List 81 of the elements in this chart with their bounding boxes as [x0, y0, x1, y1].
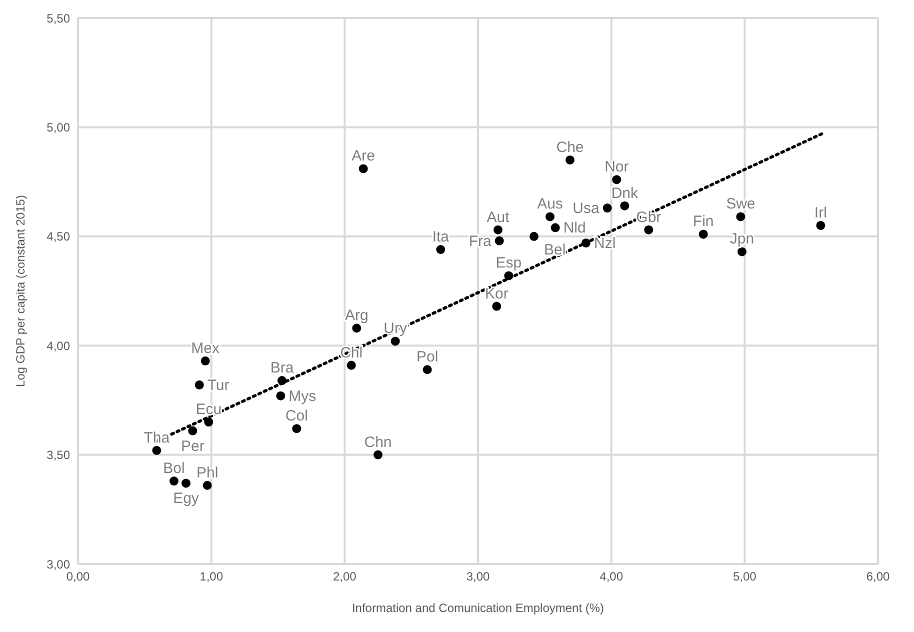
- point: [170, 476, 178, 486]
- y-tick-label: 3,50: [46, 448, 70, 462]
- data-label: Col: [285, 408, 308, 425]
- point: [278, 376, 286, 386]
- x-axis-title: Information and Comunication Employment (%): [352, 601, 604, 615]
- point: [276, 391, 286, 400]
- data-label: Jpn: [730, 230, 754, 248]
- data-label: Phl: [196, 464, 218, 482]
- point: [602, 204, 612, 213]
- point: [188, 426, 198, 436]
- data-label: Dnk: [611, 184, 638, 202]
- point: [504, 271, 514, 280]
- data-label: Nor: [604, 158, 629, 176]
- x-tick-label: 1,00: [200, 570, 224, 584]
- data-label: Aus: [537, 196, 563, 213]
- y-axis-title: Log GDP per capita (constant 2015): [13, 195, 28, 387]
- point: [436, 245, 446, 254]
- x-tick-label: 3,00: [466, 570, 490, 584]
- point: [182, 478, 190, 488]
- y-tick-label: 5,00: [46, 120, 70, 134]
- y-tick-label: 3,00: [46, 557, 70, 572]
- data-label: Bol: [163, 460, 185, 478]
- data-label: Ita: [432, 228, 450, 246]
- point: [620, 201, 630, 210]
- point: [550, 223, 560, 232]
- data-label: Chn: [364, 434, 392, 451]
- point: [644, 225, 654, 234]
- point: [546, 212, 554, 222]
- data-label: Ecu: [196, 401, 222, 418]
- point: [204, 418, 214, 427]
- point: [582, 238, 590, 248]
- data-label: Pol: [416, 348, 438, 366]
- data-label: Mex: [191, 340, 220, 357]
- data-label: Egy: [173, 490, 200, 508]
- point: [612, 175, 622, 184]
- point: [152, 446, 162, 455]
- point: [374, 450, 382, 460]
- x-tick-label: 6,00: [866, 570, 890, 584]
- data-label: Aut: [486, 208, 510, 226]
- data-label: Usa: [572, 200, 600, 218]
- data-label: Irl: [814, 204, 827, 222]
- point: [202, 480, 212, 490]
- data-label: Tur: [207, 376, 230, 394]
- point: [194, 380, 204, 390]
- point: [530, 232, 538, 241]
- data-label: Per: [180, 438, 204, 455]
- data-label: Are: [352, 148, 376, 165]
- point: [200, 356, 210, 366]
- y-tick-label: 5,50: [46, 11, 70, 26]
- x-tick-label: 2,00: [332, 570, 357, 584]
- x-tick-label: 0,00: [66, 570, 90, 584]
- data-label: Bel: [544, 241, 566, 258]
- point: [390, 336, 400, 346]
- data-label: Fra: [468, 232, 492, 250]
- data-label: Kor: [484, 285, 508, 302]
- point: [352, 324, 362, 333]
- y-tick-label: 4,00: [46, 338, 70, 353]
- data-label: Arg: [344, 307, 368, 324]
- point: [736, 212, 746, 222]
- data-label: Swe: [726, 196, 756, 213]
- point: [346, 360, 356, 370]
- y-tick-label: 4,50: [46, 230, 70, 244]
- data-label: Che: [556, 138, 584, 156]
- point: [494, 236, 504, 246]
- x-tick-label: 4,00: [600, 570, 624, 584]
- point: [816, 220, 826, 230]
- point: [566, 155, 574, 164]
- point: [738, 247, 746, 256]
- point: [422, 365, 432, 374]
- data-label: Nzl: [594, 234, 616, 252]
- data-label: Bra: [270, 360, 294, 377]
- x-tick-label: 5,00: [732, 570, 757, 584]
- point: [698, 230, 708, 239]
- point: [492, 302, 502, 311]
- data-label: Fin: [692, 213, 714, 230]
- point: [292, 424, 302, 434]
- point: [358, 164, 368, 174]
- point: [494, 225, 502, 234]
- data-label: Esp: [496, 254, 522, 272]
- data-label: Nld: [563, 220, 586, 237]
- data-label: Mys: [288, 388, 316, 405]
